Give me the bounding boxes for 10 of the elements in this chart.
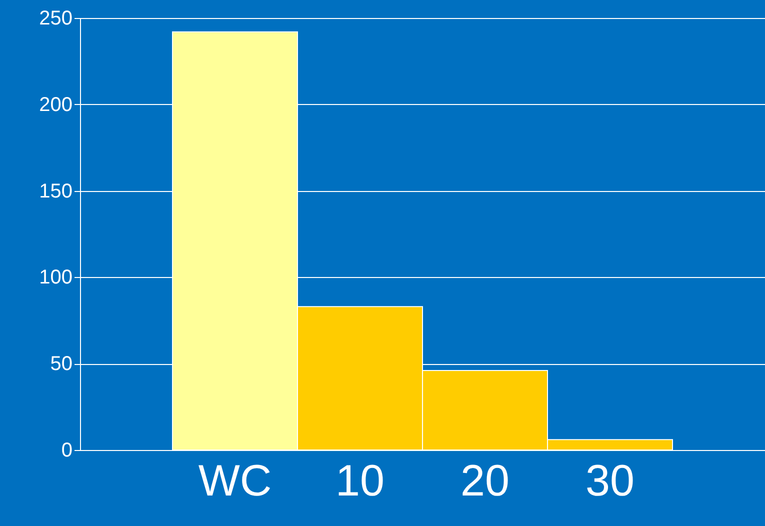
x-tick-label: 20 bbox=[460, 456, 510, 506]
y-tick-label: 150 bbox=[39, 180, 72, 202]
x-tick-label: WC bbox=[198, 456, 272, 506]
x-tick-label: 10 bbox=[336, 456, 384, 506]
y-tick-label: 250 bbox=[39, 8, 72, 30]
y-tick-label: 50 bbox=[50, 353, 72, 376]
x-tick-label: 30 bbox=[586, 456, 634, 506]
y-tick-label: 0 bbox=[61, 440, 72, 462]
y-tick-label: 200 bbox=[39, 94, 72, 116]
y-tick-label: 100 bbox=[39, 266, 72, 289]
